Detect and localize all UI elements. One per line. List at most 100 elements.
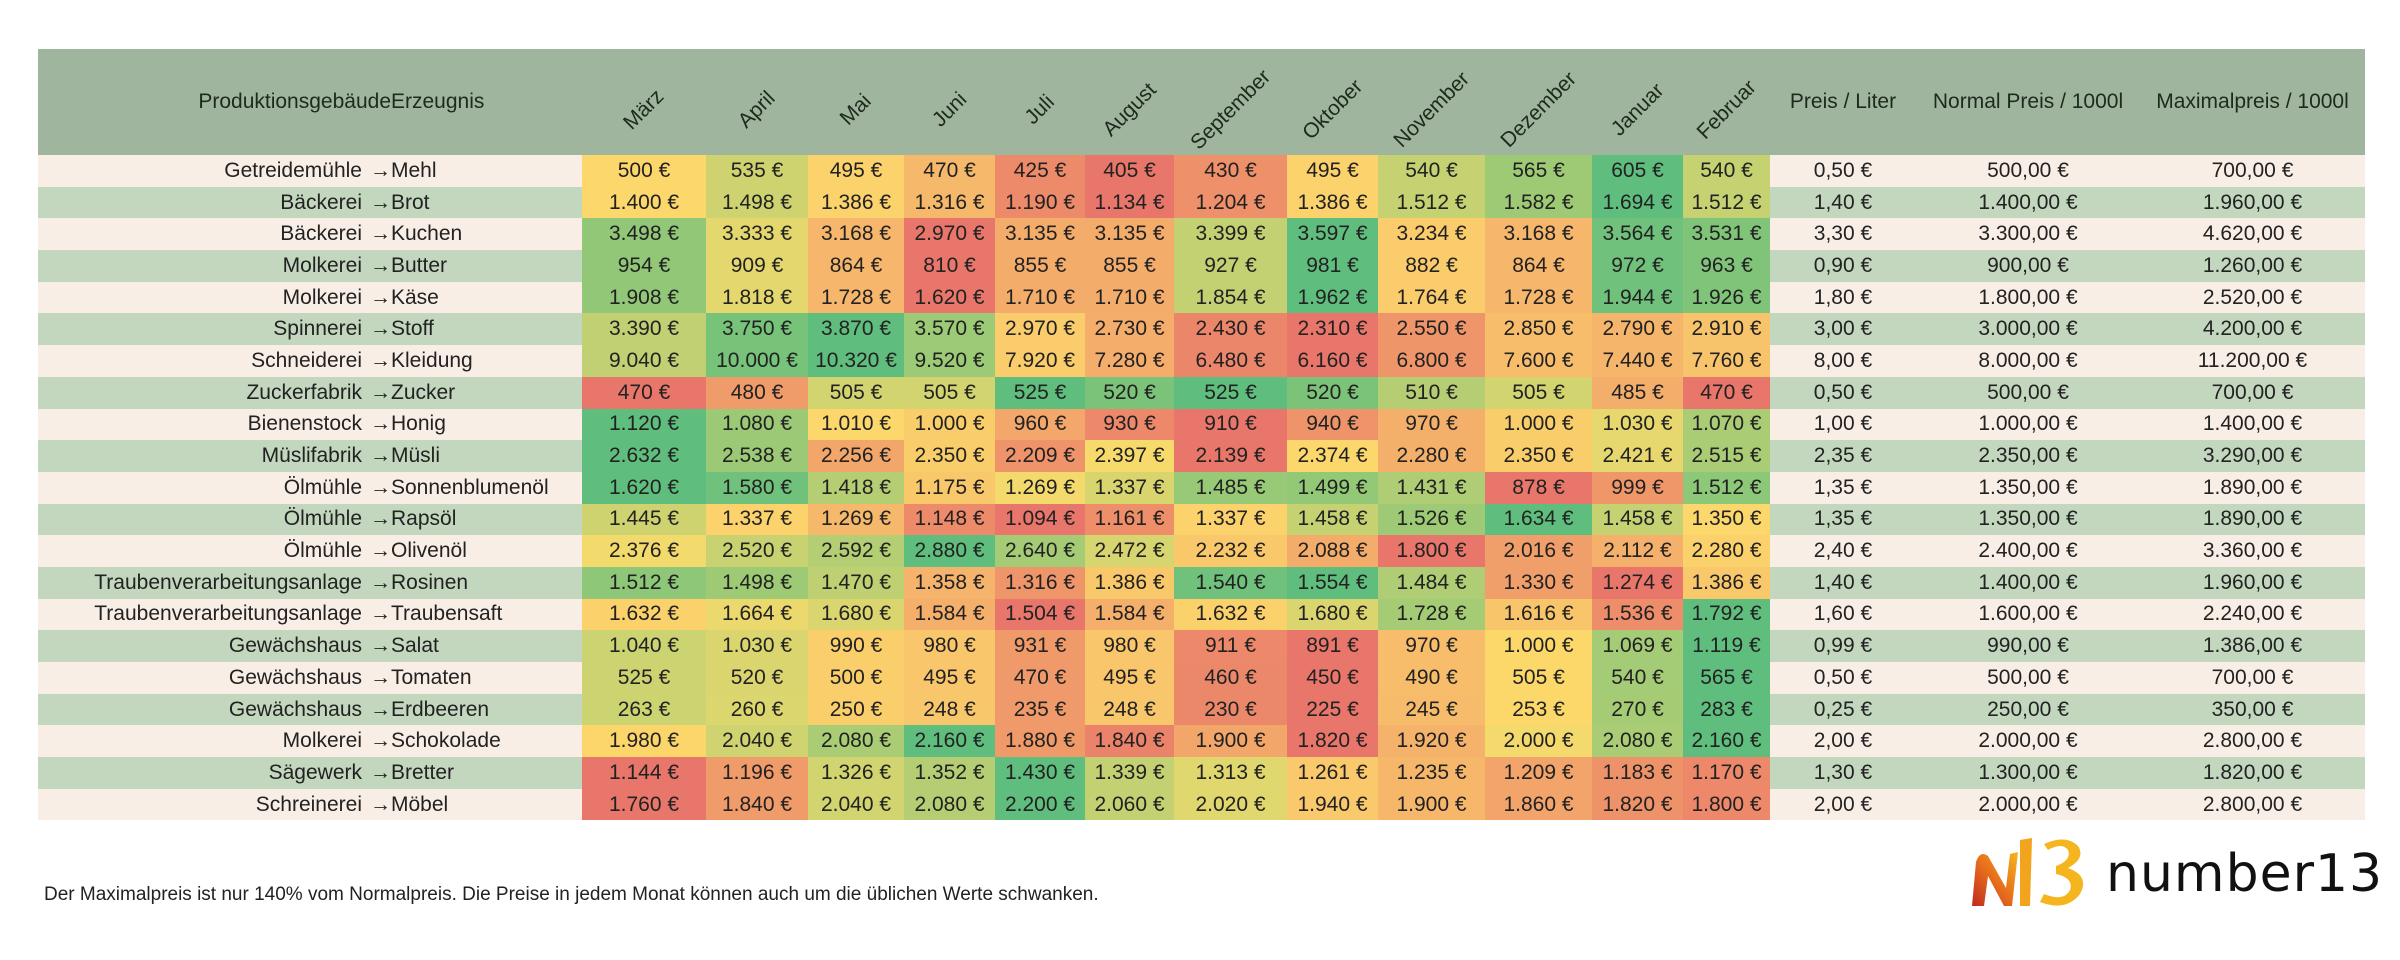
header-month-label: Juni xyxy=(927,88,971,132)
month-price-cell: 245 € xyxy=(1378,693,1485,726)
month-price-cell: 425 € xyxy=(995,155,1085,187)
month-price-cell: 878 € xyxy=(1485,471,1592,504)
normal-price-cell: 1.300,00 € xyxy=(1978,760,2078,784)
month-price-cell: 1.190 € xyxy=(995,186,1085,219)
normal-price-cell: 2.350,00 € xyxy=(1978,444,2078,468)
product-cell: Zucker xyxy=(391,380,456,404)
product-cell: Sonnenblumenöl xyxy=(391,475,549,499)
month-price-cell: 1.337 € xyxy=(1174,503,1287,536)
month-price-cell: 1.764 € xyxy=(1378,281,1485,314)
month-price-cell: 1.900 € xyxy=(1174,725,1287,758)
max-price-cell: 3.360,00 € xyxy=(2202,539,2303,563)
building-name: Gewächshaus xyxy=(228,634,362,658)
month-price-cell: 1.512 € xyxy=(1378,186,1485,219)
month-price-cell: 225 € xyxy=(1287,693,1378,726)
month-price-cell: 2.790 € xyxy=(1592,313,1683,346)
arrow-right-icon: → xyxy=(370,285,391,309)
month-price-cell: 1.580 € xyxy=(706,471,808,504)
building-cell: Gewächshaus → xyxy=(38,694,391,726)
product-cell: Rosinen xyxy=(391,570,469,594)
max-price-cell: 1.890,00 € xyxy=(2202,475,2303,499)
header-month-september: September xyxy=(1174,49,1287,155)
product-cell: Mehl xyxy=(391,158,437,182)
month-price-cell: 2.280 € xyxy=(1683,535,1770,567)
max-price-cell: 1.820,00 € xyxy=(2202,760,2303,784)
month-price-cell: 1.386 € xyxy=(1683,566,1770,599)
month-price-cell: 3.234 € xyxy=(1378,218,1485,251)
table-row: Bienenstock → Honig 1.120 €1.080 €1.010 €1.… xyxy=(38,408,2365,441)
month-price-cell: 1.840 € xyxy=(706,788,808,821)
month-price-cell: 1.209 € xyxy=(1485,757,1592,789)
table-row: Sägewerk → Bretter 1.144 €1.196 €1.326 €1.3… xyxy=(38,757,2365,789)
table-row: Gewächshaus → Tomaten 525 €520 €500 €495 €4… xyxy=(38,662,2365,694)
building-cell: Sägewerk → xyxy=(38,757,391,789)
month-price-cell: 980 € xyxy=(904,630,995,662)
building-name: Zuckerfabrik xyxy=(246,380,362,404)
arrow-right-icon: → xyxy=(370,760,391,784)
month-price-cell: 810 € xyxy=(904,250,995,282)
month-price-cell: 2.538 € xyxy=(706,440,808,472)
price-per-liter-cell: 1,35 € xyxy=(1813,475,1873,499)
normal-price-cell: 500,00 € xyxy=(1987,665,2069,689)
month-price-cell: 1.664 € xyxy=(706,598,808,631)
month-price-cell: 1.940 € xyxy=(1287,788,1378,821)
month-price-cell: 1.512 € xyxy=(1683,471,1770,504)
table-body: Getreidemühle → Mehl 500 €535 €495 €470 €42… xyxy=(38,155,2365,821)
month-price-cell: 1.504 € xyxy=(995,598,1085,631)
month-price-cell: 505 € xyxy=(904,376,995,409)
month-price-cell: 1.386 € xyxy=(1287,186,1378,219)
normal-price-cell: 1.400,00 € xyxy=(1978,190,2078,214)
month-price-cell: 2.880 € xyxy=(904,535,995,567)
month-price-cell: 931 € xyxy=(995,630,1085,662)
arrow-right-icon: → xyxy=(370,792,391,816)
header-month-mai: Mai xyxy=(808,49,904,155)
max-price-cell: 700,00 € xyxy=(2211,158,2294,182)
product-cell: Rapsöl xyxy=(391,507,457,531)
month-price-cell: 7.600 € xyxy=(1485,345,1592,377)
max-price-cell: 1.960,00 € xyxy=(2202,190,2303,214)
max-price-cell: 350,00 € xyxy=(2211,697,2294,721)
month-price-cell: 7.920 € xyxy=(995,345,1085,377)
month-price-cell: 1.694 € xyxy=(1592,186,1683,219)
month-price-cell: 1.274 € xyxy=(1592,566,1683,599)
month-price-cell: 1.710 € xyxy=(1085,281,1174,314)
month-price-cell: 1.540 € xyxy=(1174,566,1287,599)
header-month-label: April xyxy=(733,87,780,134)
month-price-cell: 9.520 € xyxy=(904,345,995,377)
month-price-cell: 2.350 € xyxy=(904,440,995,472)
header-month-april: April xyxy=(706,49,808,155)
month-price-cell: 495 € xyxy=(808,155,904,187)
price-per-liter-cell: 0,50 € xyxy=(1813,665,1873,689)
month-price-cell: 1.418 € xyxy=(808,471,904,504)
table-row: Molkerei → Käse 1.908 €1.818 €1.728 €1.620 … xyxy=(38,281,2365,314)
price-per-liter-cell: 2,35 € xyxy=(1813,444,1873,468)
month-price-cell: 525 € xyxy=(582,662,706,694)
month-price-cell: 909 € xyxy=(706,250,808,282)
table-row: Ölmühle → Olivenöl 2.376 €2.520 €2.592 €2.8… xyxy=(38,535,2365,567)
building-cell: Schreinerei → xyxy=(38,789,391,821)
normal-price-cell: 500,00 € xyxy=(1987,158,2069,182)
header-month-maerz: März xyxy=(582,49,706,155)
table-row: Müslifabrik → Müsli 2.632 €2.538 €2.256 €2.… xyxy=(38,440,2365,472)
price-per-liter-cell: 1,60 € xyxy=(1813,602,1873,626)
table-row: Bäckerei → Kuchen 3.498 €3.333 €3.168 €2.97… xyxy=(38,218,2365,251)
arrow-right-icon: → xyxy=(370,539,391,563)
product-cell: Kleidung xyxy=(391,348,473,372)
header-month-juli: Juli xyxy=(995,49,1085,155)
month-price-cell: 1.316 € xyxy=(904,186,995,219)
month-price-cell: 1.431 € xyxy=(1378,471,1485,504)
building-name: Bäckerei xyxy=(280,190,362,214)
month-price-cell: 405 € xyxy=(1085,155,1174,187)
price-per-liter-cell: 0,90 € xyxy=(1813,253,1873,277)
building-cell: Ölmühle → xyxy=(38,472,391,504)
product-cell: Erdbeeren xyxy=(391,697,490,721)
max-price-cell: 700,00 € xyxy=(2211,665,2294,689)
price-per-liter-cell: 1,40 € xyxy=(1813,570,1873,594)
month-price-cell: 7.440 € xyxy=(1592,345,1683,377)
month-price-cell: 1.499 € xyxy=(1287,471,1378,504)
month-price-cell: 3.870 € xyxy=(808,313,904,346)
table-row: Molkerei → Schokolade 1.980 €2.040 €2.080 €… xyxy=(38,725,2365,758)
arrow-right-icon: → xyxy=(370,317,391,341)
header-month-dezember: Dezember xyxy=(1485,49,1592,155)
table-row: Molkerei → Butter 954 €909 €864 €810 €855 €… xyxy=(38,250,2365,282)
